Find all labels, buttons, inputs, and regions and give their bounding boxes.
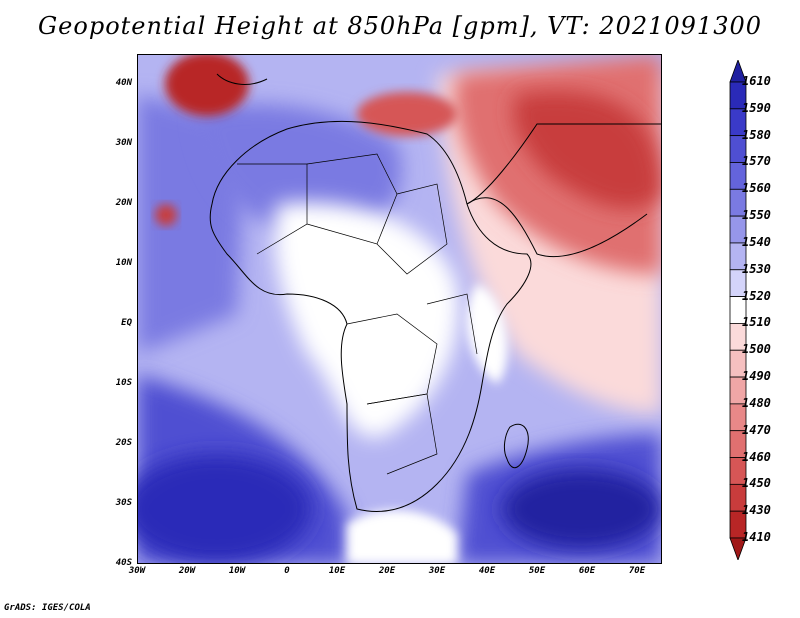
colorbar-label: 1430 xyxy=(742,503,771,518)
lon-tick-label: 20E xyxy=(378,566,396,576)
borders-group xyxy=(237,153,478,475)
lat-tick-label: 30N xyxy=(115,138,132,148)
lon-tick-label: 10E xyxy=(328,566,346,576)
colorbar-label: 1480 xyxy=(742,395,771,410)
colorbar-label: 1590 xyxy=(742,100,771,115)
border-east xyxy=(426,293,478,355)
lon-tick-label: 10W xyxy=(228,566,246,576)
colorbar-swatch xyxy=(729,537,747,560)
border-west-africa xyxy=(237,163,308,255)
field-iran-dark-red xyxy=(513,90,662,209)
lat-tick-label: 30S xyxy=(115,498,132,508)
map-border xyxy=(137,54,662,564)
lon-tick-label: 40E xyxy=(478,566,496,576)
colorbar-label: 1460 xyxy=(742,449,771,464)
map-canvas xyxy=(137,54,662,564)
field-sahara-blue xyxy=(197,104,402,236)
grads-credit: GrADS: IGES/COLA xyxy=(4,603,91,613)
lat-tick-label: 10N xyxy=(115,258,132,268)
map-panel xyxy=(137,54,662,564)
lon-tick-label: 30E xyxy=(428,566,446,576)
colorbar-label: 1410 xyxy=(742,530,771,544)
colorbar-label: 1610 xyxy=(742,74,771,88)
field-south-atlantic-high xyxy=(137,454,312,564)
colorbar-label: 1580 xyxy=(742,127,771,142)
lat-tick-label: 20S xyxy=(115,438,132,448)
colorbar-label: 1490 xyxy=(742,369,771,384)
colorbar-label: 1560 xyxy=(742,181,771,196)
madagascar-coastline xyxy=(503,423,529,469)
lon-tick-label: 30W xyxy=(128,566,146,576)
field-iberia-low xyxy=(165,54,249,116)
lat-tick-label: 20N xyxy=(115,198,132,208)
field-east-white xyxy=(466,284,508,384)
figure-title: Geopotential Height at 850hPa [gpm], VT:… xyxy=(38,12,762,40)
lon-tick-label: 20W xyxy=(178,566,196,576)
lat-tick-label: 10S xyxy=(115,378,132,388)
colorbar-label: 1540 xyxy=(742,234,771,249)
colorbar-label: 1470 xyxy=(742,422,771,437)
colorbar-label: 1570 xyxy=(742,154,771,169)
iberia-coastline xyxy=(216,73,268,85)
colorbar xyxy=(729,60,747,560)
colorbar-label: 1530 xyxy=(742,261,771,276)
red-sea-coastline xyxy=(466,123,662,205)
lon-tick-label: 60E xyxy=(578,566,596,576)
colorbar-label: 1550 xyxy=(742,208,771,223)
colorbar-label: 1510 xyxy=(742,315,771,330)
lat-tick-label: 40S xyxy=(115,558,132,568)
coastline-group xyxy=(209,73,662,512)
field-south-indian-high xyxy=(502,469,662,549)
colorbar-label: 1500 xyxy=(742,342,771,357)
arabia-coastline xyxy=(466,197,648,258)
field-cape-verde-low xyxy=(155,204,177,226)
africa-coastline xyxy=(209,120,532,512)
lon-tick-label: 50E xyxy=(528,566,546,576)
lon-tick-label: 0 xyxy=(284,566,290,576)
lat-tick-label: EQ xyxy=(121,318,132,328)
lon-tick-label: 70E xyxy=(628,566,646,576)
field-south-white xyxy=(347,510,457,564)
colorbar-label: 1520 xyxy=(742,288,771,303)
border-southern xyxy=(366,393,438,475)
colorbar-label: 1450 xyxy=(742,476,771,491)
lat-tick-label: 40N xyxy=(115,78,132,88)
border-sudan xyxy=(376,183,448,275)
